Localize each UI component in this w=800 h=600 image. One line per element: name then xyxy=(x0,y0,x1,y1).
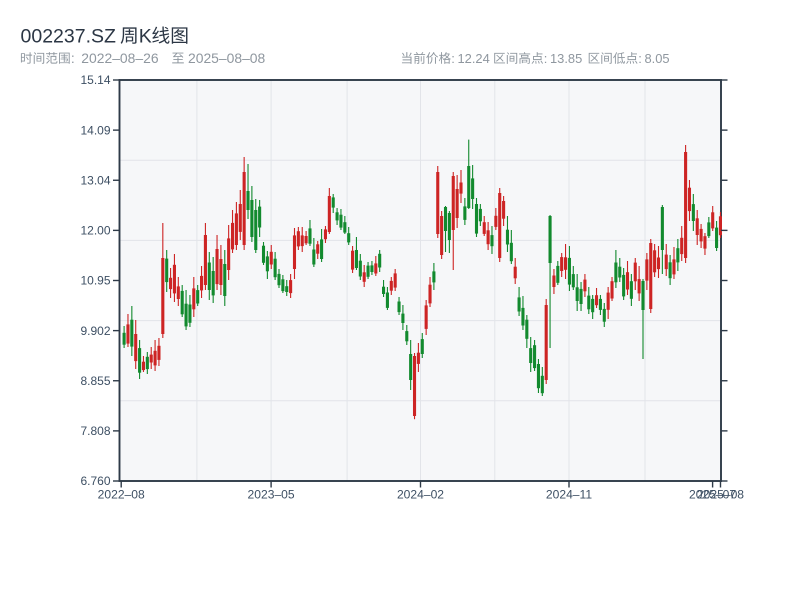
svg-text:7.808: 7.808 xyxy=(80,424,110,438)
svg-text:2024–11: 2024–11 xyxy=(546,488,592,502)
svg-text:8.05: 8.05 xyxy=(645,51,670,66)
svg-text:12.00: 12.00 xyxy=(80,224,110,238)
svg-text:6.760: 6.760 xyxy=(80,474,110,488)
svg-text:2024–02: 2024–02 xyxy=(397,488,444,502)
svg-text:14.09: 14.09 xyxy=(80,123,110,137)
svg-text::: : xyxy=(451,51,455,66)
svg-text:2022–08–26: 2022–08–26 xyxy=(81,50,159,66)
svg-text:10.95: 10.95 xyxy=(80,274,110,288)
svg-text:13.04: 13.04 xyxy=(80,173,110,187)
svg-text:002237.SZ: 002237.SZ xyxy=(21,25,116,47)
svg-text:9.902: 9.902 xyxy=(80,324,110,338)
svg-text::: : xyxy=(638,51,642,66)
svg-text:2022–08: 2022–08 xyxy=(98,488,145,502)
svg-text:2023–05: 2023–05 xyxy=(248,488,295,502)
svg-text:13.85: 13.85 xyxy=(550,51,582,66)
svg-text::: : xyxy=(544,51,548,66)
svg-text:15.14: 15.14 xyxy=(80,73,110,87)
svg-text:8.855: 8.855 xyxy=(80,374,110,388)
svg-text::: : xyxy=(71,50,75,66)
svg-text:2025–08–08: 2025–08–08 xyxy=(188,50,266,66)
svg-text:K: K xyxy=(139,25,152,47)
svg-text:2025–08: 2025–08 xyxy=(697,488,744,502)
svg-text:12.24: 12.24 xyxy=(458,51,490,66)
svg-text:2025–07: 2025–07 xyxy=(689,488,736,502)
